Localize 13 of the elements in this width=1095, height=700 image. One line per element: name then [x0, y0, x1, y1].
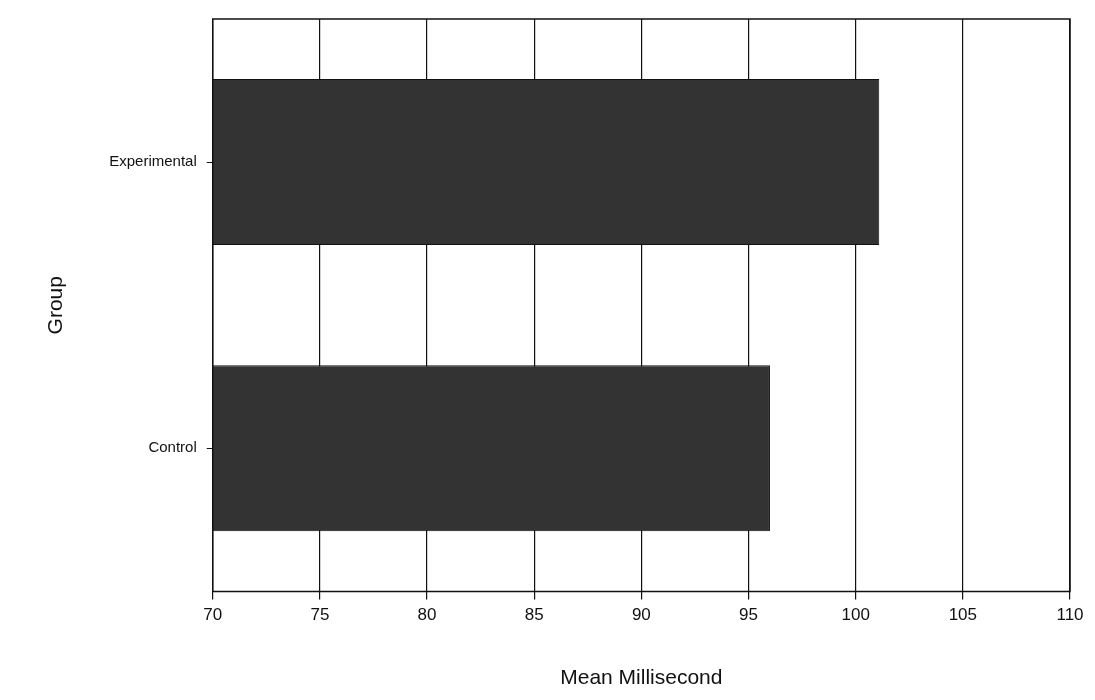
x-tick-label: 70 [203, 605, 223, 625]
x-tick-label: 80 [417, 605, 437, 625]
x-tick-label: 100 [841, 605, 870, 625]
y-axis-title: Group [43, 276, 67, 335]
x-tick-label: 75 [310, 605, 330, 625]
x-axis-title: Mean Millisecond [560, 665, 723, 689]
x-tick-label: 105 [948, 605, 978, 625]
y-tick-label: Experimental [109, 152, 197, 170]
x-tick-label: 110 [1056, 605, 1084, 625]
x-tick-label: 85 [524, 605, 544, 625]
y-tick-label: Control [148, 438, 197, 456]
x-tick-label: 90 [631, 605, 651, 625]
x-tick-label: 95 [739, 605, 758, 625]
